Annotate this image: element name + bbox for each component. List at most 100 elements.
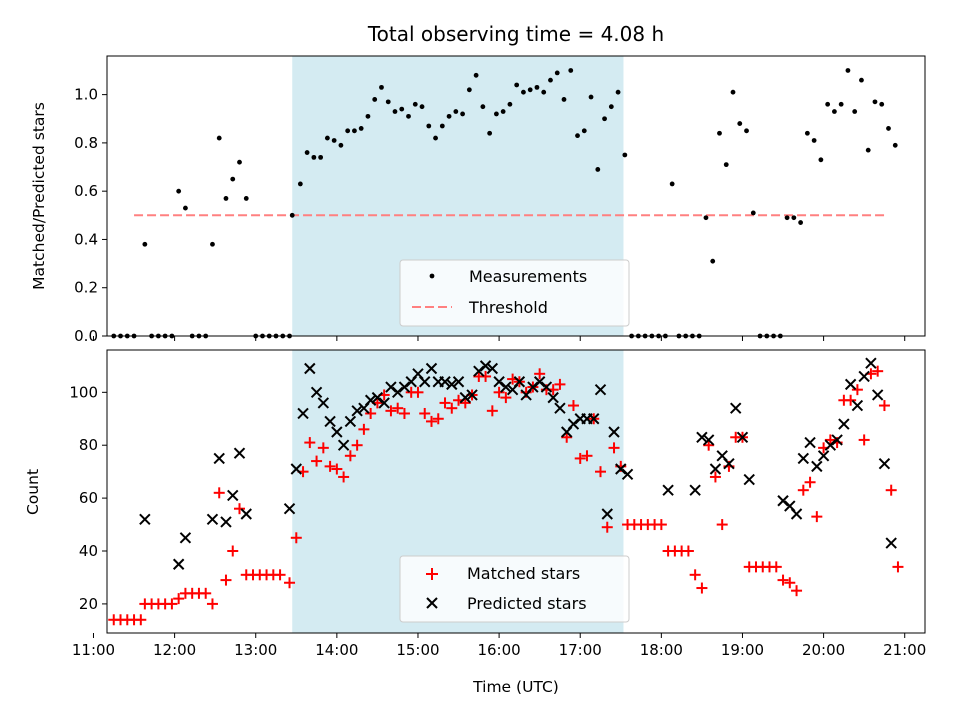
predicted-star-point <box>858 370 870 383</box>
matched-star-point <box>791 585 803 597</box>
predicted-star-point <box>452 376 465 388</box>
predicted-star-point <box>500 381 512 393</box>
measurement-point <box>744 128 749 134</box>
bottom-y-tick-label: 80 <box>79 436 98 454</box>
measurement-point <box>548 77 553 83</box>
top-y-tick-label: 0.8 <box>74 134 98 152</box>
predicted-star-point <box>473 365 485 377</box>
bottom-legend[interactable]: Matched stars Predicted stars <box>399 555 630 623</box>
predicted-star-point <box>172 558 185 570</box>
measurement-point <box>460 111 465 117</box>
measurement-point <box>845 68 851 73</box>
matched-star-point <box>554 378 566 390</box>
predicted-star-point <box>206 513 219 525</box>
predicted-star-point <box>777 495 789 507</box>
matched-star-point <box>493 386 505 398</box>
measurement-point <box>608 104 614 110</box>
predicted-star-point <box>344 415 357 428</box>
x-tick-label: 12:00 <box>153 641 196 659</box>
top-y-ticks: 0.0 0.2 0.4 0.6 0.8 1.0 <box>74 86 107 345</box>
matched-star-point <box>845 394 857 406</box>
predicted-star-point <box>233 447 246 459</box>
predicted-star-point <box>310 386 323 399</box>
measurement-point <box>568 68 574 73</box>
predicted-star-point <box>466 389 478 401</box>
predicted-star-point <box>594 383 607 396</box>
predicted-star-point <box>730 402 742 414</box>
predicted-star-point <box>479 360 492 372</box>
predicted-star-point <box>885 537 897 549</box>
matched-star-point <box>574 452 586 464</box>
matched-star-point <box>567 400 579 412</box>
measurement-point <box>852 109 858 114</box>
matched-star-point <box>234 503 246 515</box>
predicted-star-point <box>811 460 823 473</box>
predicted-star-point <box>213 452 225 465</box>
predicted-star-point <box>240 508 252 520</box>
matched-star-point <box>173 593 185 605</box>
predicted-star-point <box>527 381 539 393</box>
measurement-point <box>324 135 330 141</box>
predicted-star-point <box>865 357 877 369</box>
predicted-star-point <box>385 381 397 393</box>
predicted-star-point <box>601 508 613 520</box>
matched-star-point <box>682 545 694 557</box>
matched-star-point <box>274 569 286 581</box>
matched-star-point <box>331 463 343 475</box>
predicted-star-point <box>446 378 458 391</box>
predicted-star-point <box>567 418 580 430</box>
measurement-point <box>872 99 878 105</box>
measurement-point <box>602 116 607 122</box>
matched-star-point <box>709 471 721 483</box>
predicted-star-point <box>696 431 708 443</box>
bottom-axes-frame <box>106 349 926 634</box>
matched-star-point <box>595 466 607 478</box>
matched-star-point <box>811 511 823 523</box>
measurement-point <box>818 157 824 163</box>
measurement-point <box>541 89 547 95</box>
matched-star-point <box>716 519 728 531</box>
predicted-star-point <box>824 439 837 451</box>
top-y-tick-label: 0.4 <box>74 230 98 248</box>
measurement-point <box>500 109 506 114</box>
measurement-point <box>798 220 804 225</box>
matched-star-point <box>797 484 809 496</box>
top-legend[interactable]: Measurements Threshold <box>399 259 630 327</box>
measurement-point <box>358 126 364 131</box>
matched-star-point <box>655 519 667 531</box>
measurement-point <box>426 123 432 129</box>
measurement-point <box>446 113 452 119</box>
measurement-point <box>237 159 242 165</box>
predicted-star-point <box>297 407 309 420</box>
measurement-point <box>453 109 459 114</box>
measurement-point <box>176 188 182 194</box>
predicted-star-point <box>547 391 559 404</box>
matched-star-point <box>770 561 782 573</box>
legend-predicted-marker <box>426 597 438 609</box>
measurement-point <box>892 142 898 148</box>
measurement-point <box>581 128 587 134</box>
matched-star-point <box>892 561 904 573</box>
matched-star-point <box>872 365 884 377</box>
measurement-point <box>466 87 472 93</box>
legend-predicted-label: Predicted stars <box>467 594 587 613</box>
predicted-star-point <box>391 386 404 399</box>
bottom-legend-box <box>399 555 630 623</box>
measurement-point <box>575 133 580 139</box>
matched-star-point <box>486 405 498 417</box>
matched-star-point <box>311 455 323 467</box>
predicted-star-point <box>439 376 451 388</box>
measurement-point <box>480 104 486 110</box>
legend-measurements-label: Measurements <box>469 267 587 286</box>
measurement-point <box>859 77 864 83</box>
matched-star-point <box>851 384 863 396</box>
predicted-star-point <box>554 402 566 414</box>
measurement-point <box>379 84 384 90</box>
predicted-star-point <box>723 458 735 470</box>
legend-matched-label: Matched stars <box>467 564 580 583</box>
measurement-point <box>406 113 411 119</box>
matched-star-point <box>581 450 593 462</box>
predicted-star-point <box>179 532 192 544</box>
matched-star-point <box>500 392 512 404</box>
